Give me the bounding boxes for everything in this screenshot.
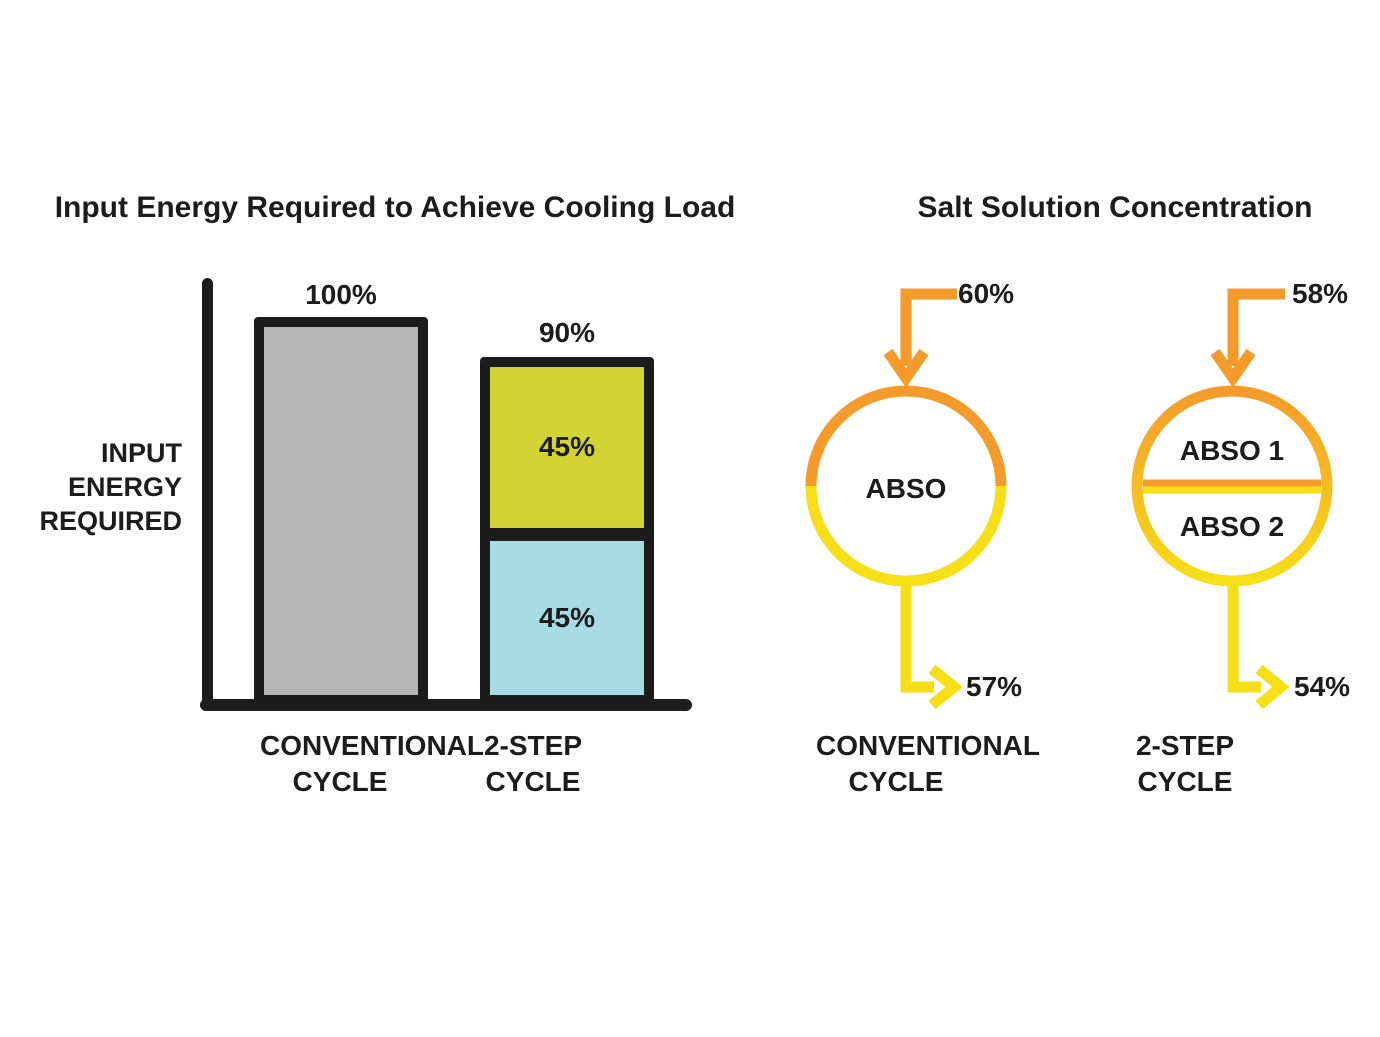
outlet-arrow-line <box>900 578 934 693</box>
outlet-arrowhead-right-icon <box>928 664 963 710</box>
salt-diagram-title: Salt Solution Concentration <box>917 191 1313 224</box>
bar-2step-segment1-label: 45% <box>538 431 596 462</box>
bar-2step-segment-divider <box>490 528 644 541</box>
y-axis-line <box>202 278 213 710</box>
bar-2step-total-label: 90% <box>538 317 596 348</box>
unit-label-conventional-cycle: CONVENTIONAL CYCLE <box>816 730 1040 797</box>
unit-2step <box>1131 288 1333 710</box>
x-tick-2step-cycle: 2-STEP CYCLE <box>483 730 583 797</box>
inlet-concentration-label-conventional: 60% <box>958 278 1015 309</box>
vessel-label-abso-1: ABSO 1 <box>1179 435 1285 466</box>
inlet-arrow-line <box>900 288 957 366</box>
vessel-circle <box>1131 385 1333 587</box>
energy-chart-title: Input Energy Required to Achieve Cooling… <box>54 191 736 224</box>
outlet-arrowhead-right-icon <box>1255 664 1290 710</box>
inlet-arrow-line <box>1227 288 1285 366</box>
bar-conventional-total-label: 100% <box>305 279 377 310</box>
inlet-arrowhead-down-icon <box>1210 348 1256 388</box>
unit-label-2step-cycle: 2-STEP CYCLE <box>1135 730 1235 797</box>
inlet-concentration-label-2step: 58% <box>1292 278 1349 309</box>
bar-2step-segment-2 <box>490 541 644 695</box>
vessel-label-abso-2: ABSO 2 <box>1179 511 1285 542</box>
outlet-arrow-line <box>1227 578 1261 693</box>
bar-conventional-cycle <box>254 317 428 705</box>
y-axis-label: INPUT ENERGY REQUIRED <box>39 438 182 536</box>
bar-2step-cycle <box>480 357 654 705</box>
bar-2step-segment2-label: 45% <box>538 602 596 633</box>
inlet-arrowhead-down-icon <box>883 348 929 388</box>
bar-2step-segment-1 <box>490 367 644 528</box>
vessel-label-abso: ABSO <box>865 473 947 504</box>
outlet-concentration-label-conventional: 57% <box>966 671 1023 702</box>
x-tick-conventional-cycle: CONVENTIONAL CYCLE <box>260 730 484 797</box>
outlet-concentration-label-2step: 54% <box>1294 671 1351 702</box>
